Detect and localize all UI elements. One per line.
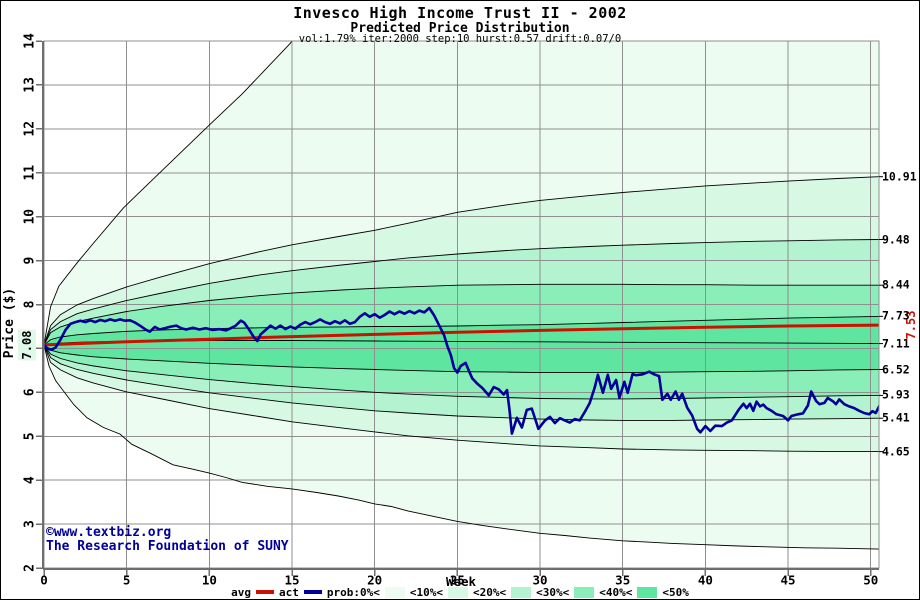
legend: avg act prob:0%< <10%< <20%< <30%< <40%<…	[1, 585, 919, 599]
page-title: Invesco High Income Trust II - 2002	[293, 4, 627, 22]
band-swatch-50	[637, 586, 658, 598]
legend-act-label: act	[279, 585, 299, 599]
y-tick-label: 4	[22, 476, 37, 484]
legend-band-label-0: prob:0%<	[326, 585, 380, 599]
legend-band-label-5: <50%	[662, 585, 689, 599]
y-tick-label: 6	[23, 388, 38, 396]
boundary-line-p40	[44, 344, 879, 374]
x-tick-label: 25	[450, 573, 465, 588]
x-tick-label: 30	[533, 573, 548, 588]
x-axis-title: Week	[446, 574, 477, 589]
boundary-line-p90	[44, 176, 879, 346]
y-tick-label: 14	[23, 33, 38, 49]
legend-band-label-4: <40%<	[599, 585, 633, 599]
watermark-line2: The Research Foundation of SUNY	[46, 539, 289, 554]
boundary-line-p30	[44, 344, 879, 400]
band-swatch-20	[447, 586, 468, 598]
boundary-line-p10	[44, 344, 879, 453]
watermark: ©www.textbiz.org The Research Foundation…	[46, 526, 289, 554]
fan-band-p30	[44, 344, 879, 421]
x-tick-label: 45	[781, 573, 796, 588]
boundary-line-p60	[44, 315, 879, 346]
y-tick-label: 12	[23, 121, 38, 137]
x-tick-label: 5	[123, 573, 131, 588]
start-price-label: 7.08	[18, 329, 36, 361]
x-tick-label: 20	[367, 573, 382, 588]
boundary-line-max	[44, 41, 293, 345]
legend-band-label-1: <10%<	[409, 585, 443, 599]
fan-band-max	[44, 41, 879, 345]
boundary-line-min	[44, 344, 879, 550]
y-tick-label: 11	[22, 165, 37, 181]
right-price-label: 9.48	[882, 232, 910, 246]
act-line-swatch	[303, 590, 322, 594]
right-price-label: 4.65	[882, 444, 910, 459]
chart-subtitle: Predicted Price Distribution	[350, 21, 570, 36]
legend-avg-label: avg	[231, 585, 251, 599]
boundary-line-p20	[44, 344, 879, 421]
y-tick-label: 3	[22, 520, 37, 528]
y-tick-label: 10	[22, 209, 37, 225]
fan-band-p10	[44, 344, 879, 550]
y-tick-label: 5	[22, 432, 37, 440]
band-swatch-10	[384, 586, 405, 598]
right-price-label: 5.41	[882, 410, 910, 425]
avg-line-swatch	[256, 590, 274, 594]
fan-band-p90	[44, 176, 879, 345]
x-tick-label: 50	[863, 573, 878, 588]
simulation-parameters: vol:1.79% iter:2000 step:10 hurst:0.57 d…	[298, 33, 622, 45]
fan-band-p20	[44, 344, 879, 452]
x-tick-label: 0	[40, 573, 48, 588]
actual-price-line	[44, 306, 879, 435]
boundary-line-p70	[44, 283, 879, 346]
right-price-label: 5.93	[882, 387, 910, 402]
y-tick-label: 13	[23, 77, 38, 93]
boundary-line-p80	[44, 239, 879, 346]
x-tick-label: 35	[615, 573, 630, 588]
avg-line	[44, 323, 879, 347]
legend-band-label-3: <30%<	[536, 585, 570, 599]
x-tick-label: 15	[284, 573, 299, 588]
right-price-label: 7.73	[882, 308, 910, 323]
right-price-label: 6.52	[882, 362, 910, 376]
y-tick-label: 9	[22, 257, 37, 265]
legend-band-label-2: <20%<	[472, 585, 507, 599]
watermark-line1: ©www.textbiz.org	[46, 525, 172, 540]
y-axis-title: Price ($)	[2, 288, 17, 358]
fan-band-p80	[44, 239, 879, 345]
band-swatch-30	[511, 586, 532, 598]
fan-band-p70	[44, 284, 879, 345]
x-tick-label: 40	[698, 573, 713, 588]
right-price-label: 10.91	[882, 169, 917, 184]
plot-area	[44, 41, 879, 568]
right-price-label: 8.44	[882, 277, 910, 292]
y-tick-label: 8	[23, 300, 38, 308]
x-tick-label: 10	[202, 573, 217, 588]
right-price-label: 7.11	[882, 336, 910, 351]
band-swatch-40	[574, 586, 595, 598]
y-tick-label: 2	[23, 564, 38, 572]
